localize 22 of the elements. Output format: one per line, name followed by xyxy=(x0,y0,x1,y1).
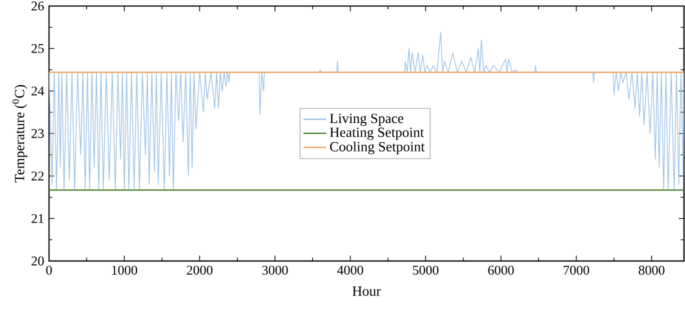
x-tick-label: 1000 xyxy=(112,266,138,275)
y-tick-label: 24 xyxy=(32,86,44,96)
line-series xyxy=(49,32,684,190)
x-tick-label: 0 xyxy=(46,266,52,275)
x-axis-title: Hour xyxy=(352,286,381,296)
x-tick-label: 7000 xyxy=(564,266,590,275)
x-tick-label: 3000 xyxy=(262,266,288,275)
y-tick-label: 26 xyxy=(32,2,44,10)
y-tick-label: 22 xyxy=(32,172,44,180)
legend-label: Cooling Setpoint xyxy=(330,142,425,154)
x-tick-label: 6000 xyxy=(488,266,514,275)
y-tick-label: 25 xyxy=(32,44,44,53)
y-tick-label: 23 xyxy=(32,129,44,138)
x-tick-label: 2000 xyxy=(186,266,212,275)
x-tick-label: 5000 xyxy=(413,266,438,275)
y-tick-label: 21 xyxy=(32,214,44,223)
x-tick-label: 4000 xyxy=(337,266,364,275)
y-axis-title: Temperature ($^{0}$C) xyxy=(12,85,28,182)
y-tick-label: 20 xyxy=(32,256,44,266)
legend-label: Heating Setpoint xyxy=(330,128,424,140)
x-tick-label: 8000 xyxy=(638,266,664,275)
legend-label: Living Space xyxy=(330,114,404,126)
